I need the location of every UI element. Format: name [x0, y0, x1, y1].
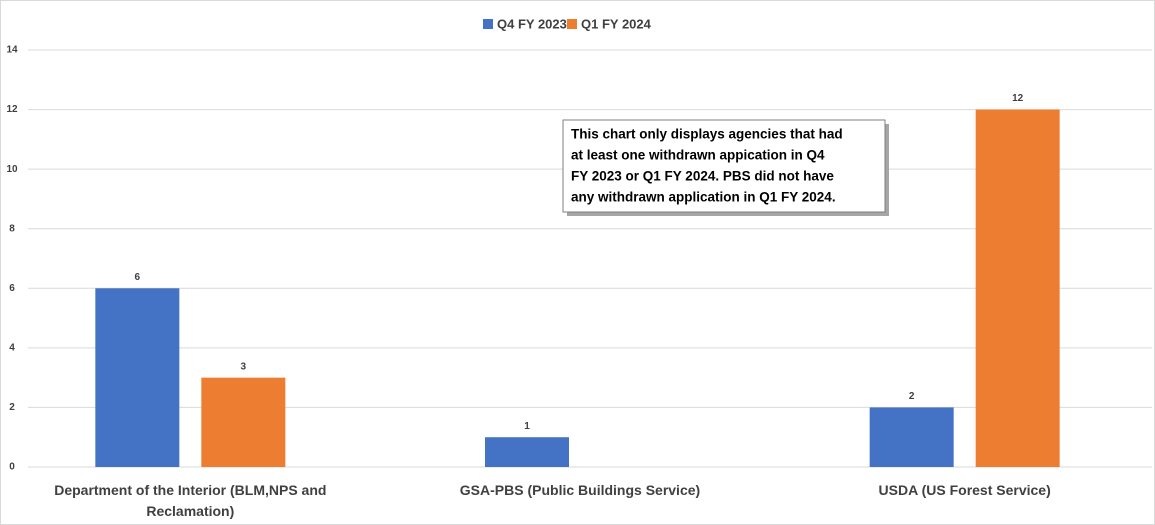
x-tick-label-box: Department of the Interior (BLM,NPS and …: [54, 482, 327, 519]
legend-label: Q4 FY 2023: [497, 16, 567, 31]
legend-label: Q1 FY 2024: [581, 16, 652, 31]
data-label: 2: [909, 391, 915, 402]
bar: [95, 288, 180, 467]
x-tick-label: GSA-PBS (Public Buildings Service): [459, 482, 701, 498]
y-tick-label: 12: [6, 104, 18, 115]
y-tick-label: 14: [6, 45, 18, 56]
y-tick-label: 4: [9, 342, 15, 353]
legend-swatch: [567, 19, 577, 29]
y-tick-label: 0: [9, 462, 15, 473]
annotation-text: FY 2023 or Q1 FY 2024. PBS did not have: [571, 169, 834, 184]
x-tick-label-box: USDA (US Forest Service): [878, 482, 1051, 498]
y-tick-label: 8: [9, 223, 15, 234]
data-label: 12: [1012, 93, 1024, 104]
annotation-text: at least one withdrawn appication in Q4: [571, 148, 825, 163]
annotation-box: [562, 119, 886, 213]
bar: [201, 377, 286, 467]
data-label: 3: [241, 361, 247, 372]
y-tick-label: 10: [6, 164, 18, 175]
annotation-text: any withdrawn application in Q1 FY 2024.: [571, 190, 836, 205]
y-tick-label: 6: [9, 283, 15, 294]
legend-swatch: [483, 19, 493, 29]
annotation-text: This chart only displays agencies that h…: [571, 127, 843, 142]
bar: [975, 109, 1060, 468]
x-tick-label: Department of the Interior (BLM,NPS and …: [54, 482, 327, 519]
y-tick-label: 2: [9, 402, 15, 413]
data-label: 6: [135, 272, 141, 283]
x-tick-label-box: GSA-PBS (Public Buildings Service): [459, 482, 701, 498]
data-label: 1: [524, 421, 530, 432]
x-tick-label: USDA (US Forest Service): [878, 482, 1051, 498]
bar: [869, 407, 954, 467]
bar: [485, 437, 569, 467]
